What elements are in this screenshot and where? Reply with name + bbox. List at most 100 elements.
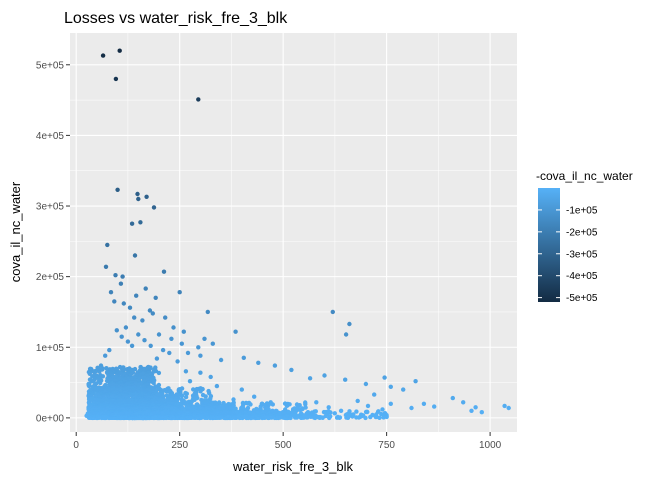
data-point <box>125 339 131 344</box>
data-point <box>181 329 186 334</box>
legend-colorbar <box>538 188 560 302</box>
data-point <box>147 308 153 313</box>
data-point <box>146 364 151 370</box>
data-point <box>114 328 120 333</box>
plot-panel <box>70 33 517 432</box>
data-point <box>376 409 381 414</box>
data-point <box>118 281 124 286</box>
data-point <box>206 388 211 394</box>
data-point <box>322 373 327 378</box>
data-point <box>252 394 257 399</box>
data-point <box>479 410 484 415</box>
data-point <box>259 401 265 406</box>
data-point <box>119 334 124 339</box>
y-tick-label: 0e+00 <box>36 413 65 424</box>
data-point <box>370 412 375 418</box>
data-point <box>196 97 201 102</box>
data-point <box>167 350 172 356</box>
data-point <box>365 409 370 415</box>
data-point <box>298 411 304 416</box>
data-point <box>113 273 118 278</box>
data-point <box>121 301 127 306</box>
data-point <box>343 377 348 382</box>
data-point <box>294 402 300 407</box>
data-point <box>151 205 157 210</box>
data-point <box>175 359 180 364</box>
data-point <box>268 400 273 405</box>
data-point <box>138 364 143 370</box>
data-point <box>200 392 206 398</box>
x-axis-ticks: 0 250 500 750 1000 <box>73 432 502 451</box>
y-tick-label: 1e+05 <box>36 343 65 354</box>
data-point <box>163 315 168 320</box>
data-point <box>107 347 112 353</box>
data-point <box>282 401 288 406</box>
data-point <box>313 409 318 414</box>
data-point <box>413 379 418 384</box>
data-point <box>303 405 308 410</box>
data-point <box>183 390 188 396</box>
data-point <box>208 374 213 380</box>
data-point <box>307 376 313 381</box>
data-point <box>143 286 148 291</box>
x-tick-label: 250 <box>171 440 188 451</box>
data-point <box>120 274 125 279</box>
y-tick-label: 3e+05 <box>36 202 65 213</box>
data-point <box>179 397 184 402</box>
data-point <box>202 336 207 341</box>
legend-tick-label: -4e+05 <box>566 271 598 282</box>
data-point <box>285 409 291 414</box>
data-point <box>241 355 246 360</box>
data-point <box>115 187 120 192</box>
data-point <box>105 242 110 248</box>
data-point <box>140 318 145 323</box>
data-point <box>187 379 193 384</box>
data-point <box>166 386 171 391</box>
data-point <box>185 350 191 356</box>
y-tick-label: 2e+05 <box>36 272 65 283</box>
data-point <box>103 382 108 388</box>
data-point <box>103 353 108 358</box>
data-point <box>153 295 158 300</box>
data-point <box>270 408 275 413</box>
data-point <box>198 386 203 391</box>
data-point <box>127 305 133 310</box>
data-point <box>129 221 135 226</box>
data-point <box>506 405 511 411</box>
data-point <box>266 406 271 412</box>
data-point <box>409 405 414 411</box>
data-point <box>171 325 176 330</box>
x-tick-label: 500 <box>275 440 292 451</box>
data-point <box>354 415 359 420</box>
data-point <box>326 405 331 410</box>
data-point <box>156 382 162 388</box>
data-point <box>289 367 294 373</box>
data-point <box>254 406 259 412</box>
data-point <box>112 299 117 304</box>
data-point <box>372 392 377 397</box>
data-point <box>351 412 356 417</box>
data-point <box>273 408 279 414</box>
legend-tick-label: -3e+05 <box>566 249 598 260</box>
data-point <box>164 393 170 398</box>
data-point <box>343 332 349 337</box>
data-point <box>108 290 114 295</box>
data-point <box>239 387 244 392</box>
data-point <box>243 400 249 406</box>
data-point <box>183 369 189 374</box>
data-point <box>198 353 203 358</box>
data-point <box>88 366 93 372</box>
data-point <box>169 336 174 341</box>
data-point <box>335 414 340 420</box>
data-point <box>247 410 252 415</box>
data-point <box>104 366 109 371</box>
data-point <box>136 332 141 337</box>
data-point <box>365 403 371 409</box>
data-point <box>231 397 236 402</box>
data-point <box>303 400 308 405</box>
data-point <box>199 397 204 403</box>
data-point <box>154 356 160 361</box>
data-point <box>114 366 119 371</box>
data-point <box>179 386 185 391</box>
data-point <box>469 408 474 413</box>
